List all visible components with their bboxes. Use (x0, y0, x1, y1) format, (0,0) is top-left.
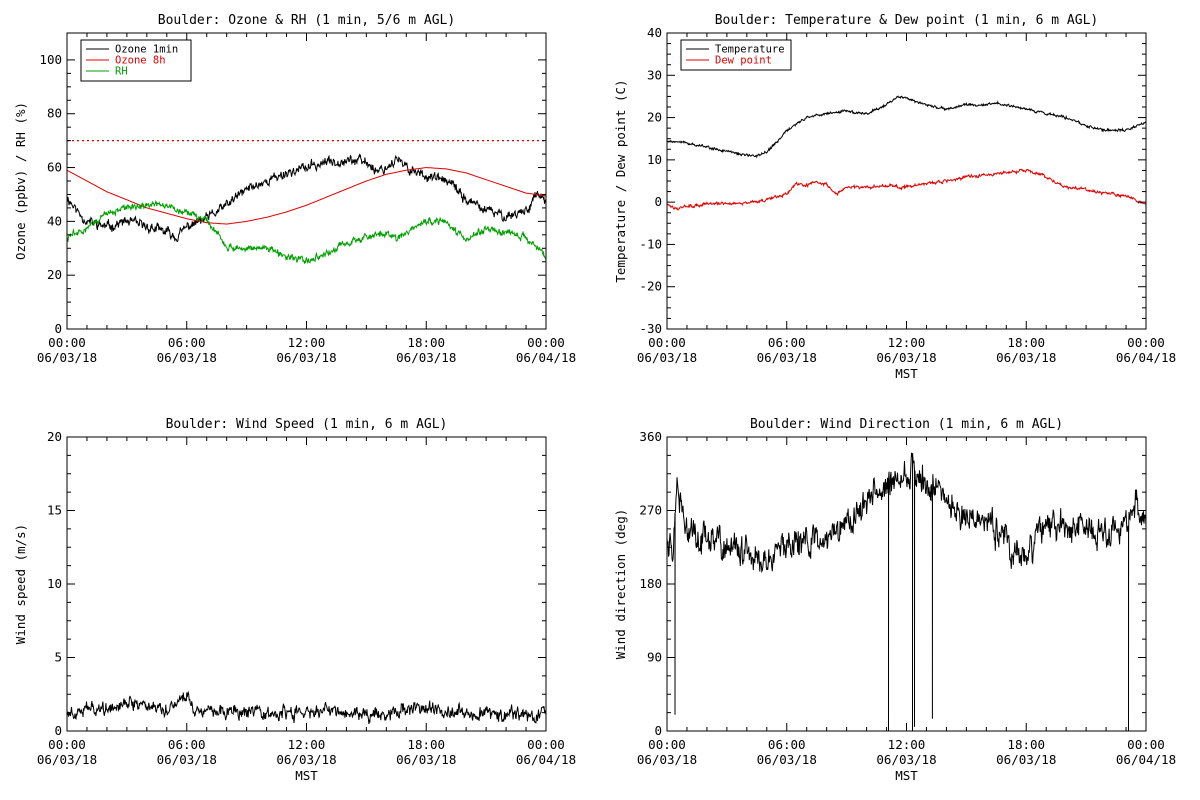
y-tick-label: 0 (654, 723, 662, 738)
x-axis-label: MST (895, 366, 918, 381)
y-tick-label: 10 (647, 152, 662, 167)
x-tick-label-time: 18:00 (1007, 335, 1045, 350)
y-tick-label: 40 (647, 25, 662, 40)
x-tick-label-date: 06/03/18 (157, 350, 217, 365)
series-line-ozone-8h (67, 166, 546, 225)
y-tick-label: -30 (639, 321, 662, 336)
y-tick-label: 90 (647, 650, 662, 665)
y-axis-label: Wind direction (deg) (613, 509, 628, 660)
chart-panel-4: Boulder: Wind Direction (1 min, 6 m AGL)… (613, 417, 1176, 783)
chart-panel-2: Boulder: Temperature & Dew point (1 min,… (613, 13, 1176, 381)
y-tick-label: 20 (47, 267, 62, 282)
x-tick-label-time: 06:00 (768, 335, 806, 350)
series-line-ozone-1min (67, 153, 546, 243)
x-tick-label-time: 00:00 (48, 335, 86, 350)
legend-label: Temperature (715, 44, 785, 56)
y-axis-label: Ozone (ppbv) / RH (%) (13, 102, 28, 260)
y-tick-label: 360 (639, 429, 662, 444)
legend-label: RH (115, 66, 128, 78)
x-tick-label-time: 06:00 (768, 737, 806, 752)
y-tick-label: 0 (54, 723, 62, 738)
series-line-rh (67, 200, 546, 265)
x-tick-label-time: 18:00 (1007, 737, 1045, 752)
plot-frame (666, 32, 1147, 330)
chart-title: Boulder: Ozone & RH (1 min, 5/6 m AGL) (158, 13, 455, 28)
x-tick-label-date: 06/03/18 (276, 350, 336, 365)
x-tick-label-time: 06:00 (168, 335, 206, 350)
y-axis-label: Wind speed (m/s) (13, 524, 28, 644)
y-tick-label: 20 (647, 110, 662, 125)
plot-frame (66, 436, 547, 732)
chart-title: Boulder: Wind Direction (1 min, 6 m AGL) (750, 417, 1063, 432)
chart-panel-1: Boulder: Ozone & RH (1 min, 5/6 m AGL) 0 2… (13, 13, 576, 365)
y-tick-label: 80 (47, 106, 62, 121)
x-tick-label-time: 00:00 (648, 335, 686, 350)
x-tick-label-time: 00:00 (648, 737, 686, 752)
x-tick-label-date: 06/03/18 (396, 752, 456, 767)
series-line-1 (67, 690, 546, 725)
legend-box (680, 39, 792, 71)
x-tick-label-time: 12:00 (288, 737, 326, 752)
x-tick-label-date: 06/03/18 (637, 752, 697, 767)
x-tick-label-date: 06/03/18 (996, 350, 1056, 365)
x-tick-label-time: 18:00 (407, 737, 445, 752)
x-tick-label-date: 06/03/18 (396, 350, 456, 365)
x-tick-label-time: 00:00 (1127, 335, 1165, 350)
x-tick-label-date: 06/03/18 (876, 350, 936, 365)
y-axis-label: Temperature / Dew point (C) (613, 79, 628, 282)
x-tick-label-date: 06/03/18 (757, 752, 817, 767)
series-line-temperature (667, 95, 1146, 159)
y-tick-label: 10 (47, 576, 62, 591)
x-tick-label-date: 06/04/18 (516, 350, 576, 365)
x-tick-label-time: 00:00 (527, 335, 565, 350)
y-tick-label: 60 (47, 160, 62, 175)
x-tick-label-time: 06:00 (168, 737, 206, 752)
legend-label: Dew point (715, 55, 772, 67)
x-tick-label-time: 18:00 (407, 335, 445, 350)
x-axis-label: MST (895, 768, 918, 783)
y-tick-label: 40 (47, 213, 62, 228)
x-tick-label-time: 12:00 (888, 335, 926, 350)
x-axis-label: MST (295, 768, 318, 783)
x-tick-label-date: 06/03/18 (37, 752, 97, 767)
x-tick-label-time: 00:00 (527, 737, 565, 752)
y-tick-label: 100 (39, 52, 62, 67)
series-line-1 (667, 452, 1146, 731)
legend-label: Ozone 8h (115, 55, 166, 67)
y-tick-label: 20 (47, 429, 62, 444)
x-tick-label-time: 12:00 (288, 335, 326, 350)
x-tick-label-date: 06/03/18 (876, 752, 936, 767)
chart-panel-3: Boulder: Wind Speed (1 min, 6 m AGL) 0 5 10… (13, 417, 576, 783)
y-tick-label: 0 (54, 321, 62, 336)
y-tick-label: -20 (639, 279, 662, 294)
x-tick-label-date: 06/03/18 (157, 752, 217, 767)
x-tick-label-time: 00:00 (1127, 737, 1165, 752)
x-tick-label-time: 00:00 (48, 737, 86, 752)
x-tick-label-date: 06/03/18 (757, 350, 817, 365)
legend-label: Ozone 1min (115, 44, 178, 56)
y-tick-label: -10 (639, 236, 662, 251)
y-tick-label: 270 (639, 503, 662, 518)
y-tick-label: 30 (647, 67, 662, 82)
y-tick-label: 5 (54, 650, 62, 665)
x-tick-label-date: 06/03/18 (276, 752, 336, 767)
x-tick-label-date: 06/03/18 (637, 350, 697, 365)
y-tick-label: 15 (47, 503, 62, 518)
chart-title: Boulder: Wind Speed (1 min, 6 m AGL) (166, 417, 448, 432)
x-tick-label-date: 06/04/18 (516, 752, 576, 767)
x-tick-label-date: 06/04/18 (1116, 752, 1176, 767)
x-tick-label-date: 06/04/18 (1116, 350, 1176, 365)
y-tick-label: 0 (654, 194, 662, 209)
chart-title: Boulder: Temperature & Dew point (1 min,… (715, 13, 1099, 28)
x-tick-label-time: 12:00 (888, 737, 926, 752)
x-tick-label-date: 06/03/18 (996, 752, 1056, 767)
series-line-dew-point (667, 168, 1146, 211)
x-tick-label-date: 06/03/18 (37, 350, 97, 365)
y-tick-label: 180 (639, 576, 662, 591)
